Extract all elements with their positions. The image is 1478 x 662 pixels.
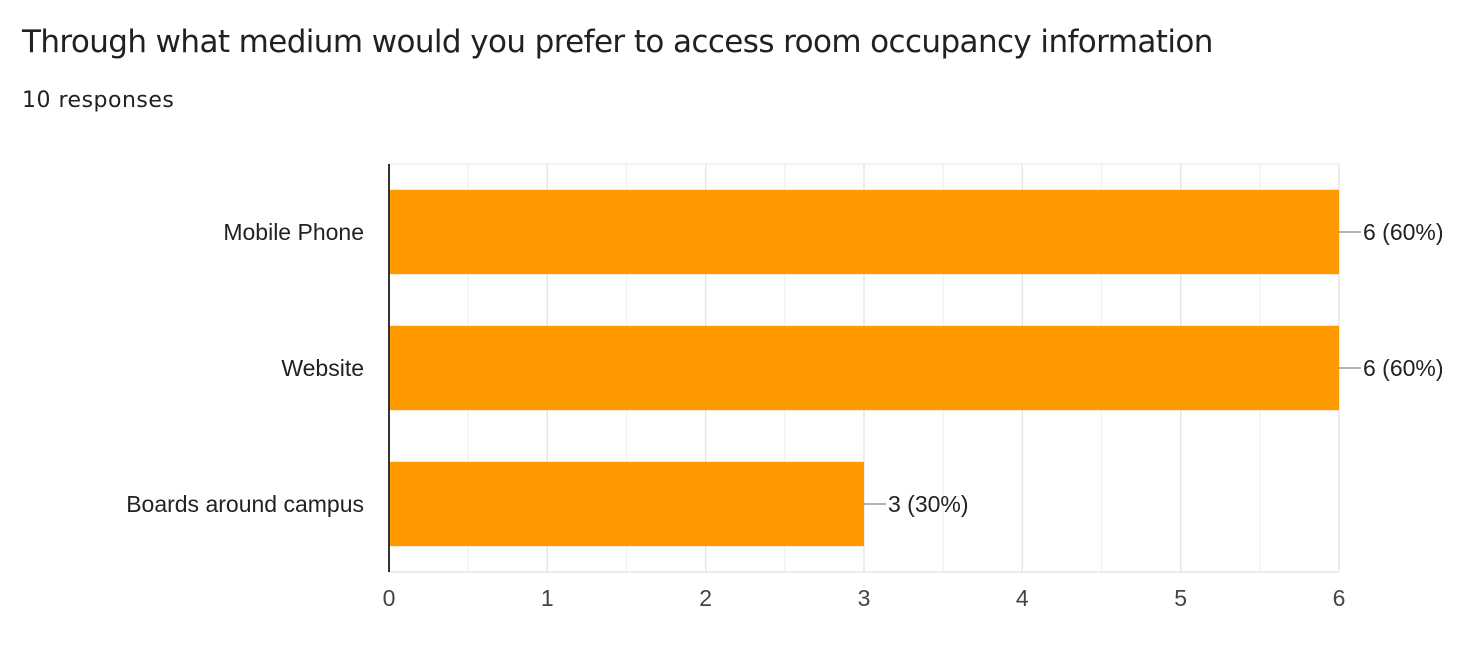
value-label: 6 (60%) [1363, 219, 1444, 245]
category-label: Mobile Phone [223, 219, 364, 245]
chart-title: Through what medium would you prefer to … [22, 24, 1213, 60]
x-tick-label: 1 [541, 585, 554, 611]
bar [389, 189, 1339, 275]
x-tick-label: 4 [1016, 585, 1029, 611]
value-label: 6 (60%) [1363, 355, 1444, 381]
bar [389, 325, 1339, 411]
bar [389, 461, 864, 547]
x-tick-label: 2 [699, 585, 712, 611]
response-count: 10 responses [22, 88, 175, 113]
value-label: 3 (30%) [888, 491, 969, 517]
category-label: Website [281, 355, 364, 381]
x-tick-label: 3 [858, 585, 871, 611]
x-tick-label: 6 [1333, 585, 1346, 611]
category-label: Boards around campus [126, 491, 364, 517]
x-tick-label: 5 [1174, 585, 1187, 611]
x-tick-label: 0 [383, 585, 396, 611]
